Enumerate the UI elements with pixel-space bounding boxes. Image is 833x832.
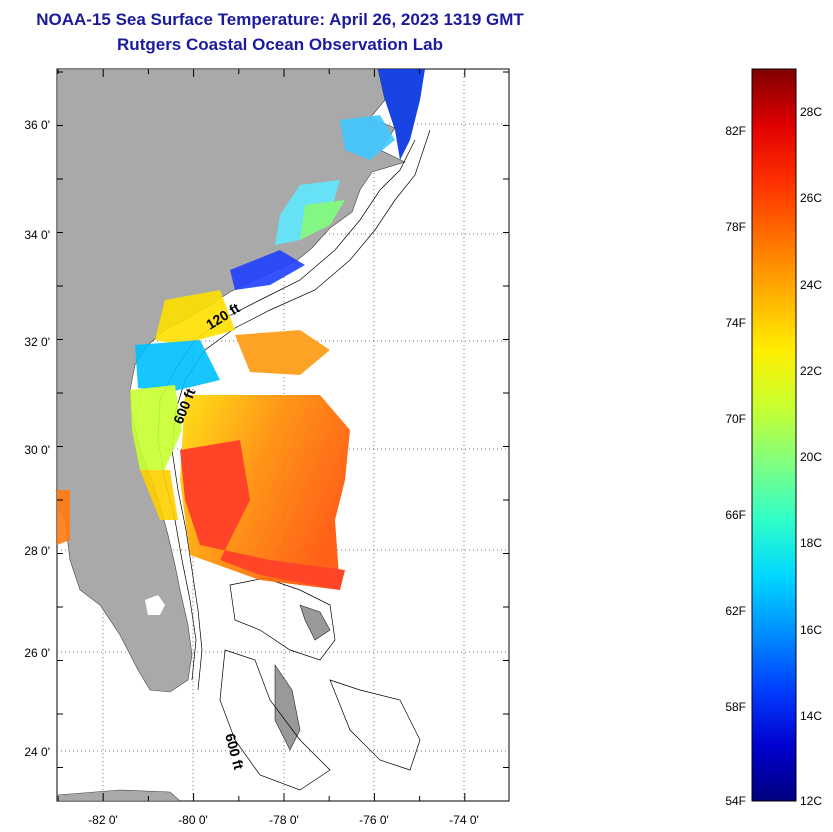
lat-label-36: 36 0' xyxy=(24,118,50,132)
bahamas-island-2 xyxy=(299,604,331,641)
cb-label-14c: 14C xyxy=(800,709,822,723)
colorbar-gradient xyxy=(751,68,797,802)
bahamas-island xyxy=(274,664,301,751)
cb-label-12c: 12C xyxy=(800,794,822,808)
cb-label-22c: 22C xyxy=(800,364,822,378)
cb-label-70f: 70F xyxy=(725,412,746,426)
lat-label-32: 32 0' xyxy=(24,335,50,349)
lon-label-74: -74 0' xyxy=(449,813,479,827)
colorbar-celsius-labels: 28C 26C 24C 22C 20C 18C 16C 14C 12C xyxy=(800,105,822,808)
cb-label-78f: 78F xyxy=(725,220,746,234)
cb-label-20c: 20C xyxy=(800,450,822,464)
map-title: NOAA-15 Sea Surface Temperature: April 2… xyxy=(36,10,524,29)
map-subtitle: Rutgers Coastal Ocean Observation Lab xyxy=(117,35,443,54)
colorbar-fahrenheit-labels: 82F 78F 74F 70F 66F 62F 58F 54F xyxy=(725,124,746,808)
map-ticks xyxy=(57,69,509,801)
lat-label-24: 24 0' xyxy=(24,745,50,759)
longitude-labels: -82 0' -80 0' -78 0' -76 0' -74 0' xyxy=(88,813,479,827)
lon-label-78: -78 0' xyxy=(269,813,299,827)
cb-label-28c: 28C xyxy=(800,105,822,119)
lat-label-28: 28 0' xyxy=(24,544,50,558)
cb-label-66f: 66F xyxy=(725,508,746,522)
land-mass-south xyxy=(57,789,181,801)
colorbar: 82F 78F 74F 70F 66F 62F 58F 54F 28C 26C … xyxy=(725,68,822,808)
map-panel: 120 ft 600 ft 600 ft xyxy=(56,68,510,802)
cb-label-54f: 54F xyxy=(725,794,746,808)
lat-label-26: 26 0' xyxy=(24,646,50,660)
cb-label-18c: 18C xyxy=(800,536,822,550)
sst-swath xyxy=(57,69,425,590)
cb-label-58f: 58F xyxy=(725,700,746,714)
cb-label-62f: 62F xyxy=(725,604,746,618)
contour-bahamas xyxy=(219,577,421,791)
cb-label-74f: 74F xyxy=(725,316,746,330)
cb-label-26c: 26C xyxy=(800,191,822,205)
cb-label-24c: 24C xyxy=(800,278,822,292)
lat-label-34: 34 0' xyxy=(24,228,50,242)
cb-label-16c: 16C xyxy=(800,623,822,637)
lat-label-30: 30 0' xyxy=(24,443,50,457)
latitude-labels: 36 0' 34 0' 32 0' 30 0' 28 0' 26 0' 24 0… xyxy=(24,118,50,759)
lon-label-80: -80 0' xyxy=(178,813,208,827)
lake-okeechobee xyxy=(145,595,165,615)
lon-label-82: -82 0' xyxy=(88,813,118,827)
cb-label-82f: 82F xyxy=(725,124,746,138)
map-gridlines xyxy=(57,69,509,801)
lon-label-76: -76 0' xyxy=(359,813,389,827)
